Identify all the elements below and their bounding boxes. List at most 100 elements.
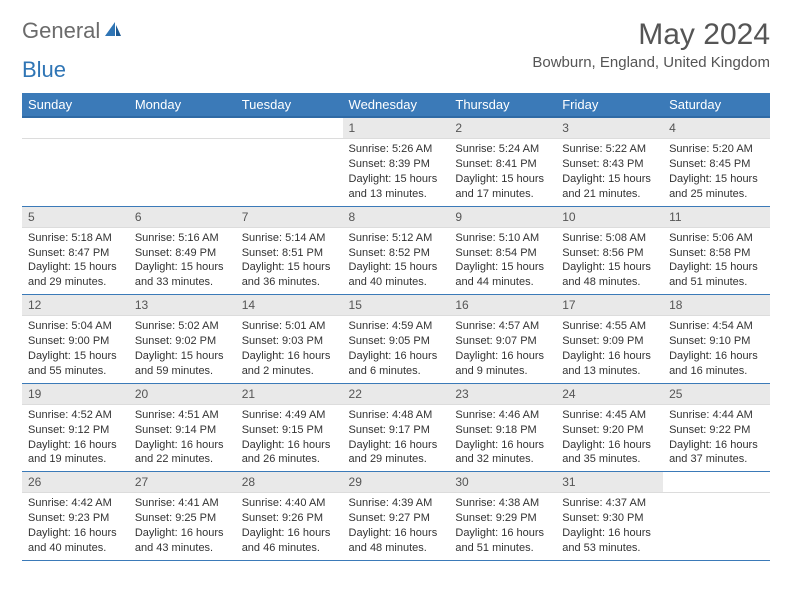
calendar-cell: 18Sunrise: 4:54 AMSunset: 9:10 PMDayligh…: [663, 295, 770, 384]
day-details: Sunrise: 4:52 AMSunset: 9:12 PMDaylight:…: [22, 405, 129, 471]
calendar-cell: 27Sunrise: 4:41 AMSunset: 9:25 PMDayligh…: [129, 472, 236, 561]
calendar-cell: 9Sunrise: 5:10 AMSunset: 8:54 PMDaylight…: [449, 206, 556, 295]
page-title: May 2024: [532, 18, 770, 52]
sunset-label: Sunset: 8:51 PM: [242, 246, 337, 261]
calendar-cell: 8Sunrise: 5:12 AMSunset: 8:52 PMDaylight…: [343, 206, 450, 295]
day-details: Sunrise: 5:26 AMSunset: 8:39 PMDaylight:…: [343, 139, 450, 205]
day-number: 17: [556, 295, 663, 316]
sunset-label: Sunset: 8:45 PM: [669, 157, 764, 172]
weekday-header: Tuesday: [236, 93, 343, 117]
sunset-label: Sunset: 8:58 PM: [669, 246, 764, 261]
daylight-label-1: Daylight: 15 hours: [669, 172, 764, 187]
calendar-row: 19Sunrise: 4:52 AMSunset: 9:12 PMDayligh…: [22, 383, 770, 472]
day-details: Sunrise: 5:08 AMSunset: 8:56 PMDaylight:…: [556, 228, 663, 294]
sunset-label: Sunset: 8:43 PM: [562, 157, 657, 172]
daylight-label-2: and 53 minutes.: [562, 541, 657, 556]
sunset-label: Sunset: 9:02 PM: [135, 334, 230, 349]
calendar-row: 26Sunrise: 4:42 AMSunset: 9:23 PMDayligh…: [22, 472, 770, 561]
daylight-label-1: Daylight: 16 hours: [28, 438, 123, 453]
daylight-label-2: and 36 minutes.: [242, 275, 337, 290]
daylight-label-2: and 26 minutes.: [242, 452, 337, 467]
sunset-label: Sunset: 9:10 PM: [669, 334, 764, 349]
daylight-label-2: and 59 minutes.: [135, 364, 230, 379]
sunrise-label: Sunrise: 5:24 AM: [455, 142, 550, 157]
location-label: Bowburn, England, United Kingdom: [532, 54, 770, 71]
daylight-label-1: Daylight: 16 hours: [455, 526, 550, 541]
daylight-label-1: Daylight: 15 hours: [242, 260, 337, 275]
sunrise-label: Sunrise: 5:06 AM: [669, 231, 764, 246]
calendar-cell: 28Sunrise: 4:40 AMSunset: 9:26 PMDayligh…: [236, 472, 343, 561]
daylight-label-1: Daylight: 16 hours: [562, 349, 657, 364]
day-number: 11: [663, 207, 770, 228]
daylight-label-2: and 46 minutes.: [242, 541, 337, 556]
calendar-cell: 11 Sunrise: 5:06 AMSunset: 8:58 PMDayligh…: [663, 206, 770, 295]
calendar-cell: 20Sunrise: 4:51 AMSunset: 9:14 PMDayligh…: [129, 383, 236, 472]
sunset-label: Sunset: 9:30 PM: [562, 511, 657, 526]
daylight-label-1: Daylight: 16 hours: [562, 526, 657, 541]
calendar-cell: 19Sunrise: 4:52 AMSunset: 9:12 PMDayligh…: [22, 383, 129, 472]
calendar-cell: 2Sunrise: 5:24 AMSunset: 8:41 PMDaylight…: [449, 117, 556, 206]
day-details: Sunrise: 4:46 AMSunset: 9:18 PMDaylight:…: [449, 405, 556, 471]
daylight-label-2: and 9 minutes.: [455, 364, 550, 379]
calendar-cell: 12Sunrise: 5:04 AMSunset: 9:00 PMDayligh…: [22, 295, 129, 384]
sunrise-label: Sunrise: 4:41 AM: [135, 496, 230, 511]
calendar-cell: 3Sunrise: 5:22 AMSunset: 8:43 PMDaylight…: [556, 117, 663, 206]
day-details: Sunrise: 5:24 AMSunset: 8:41 PMDaylight:…: [449, 139, 556, 205]
daylight-label-2: and 13 minutes.: [562, 364, 657, 379]
sunrise-label: Sunrise: 4:39 AM: [349, 496, 444, 511]
daylight-label-2: and 48 minutes.: [349, 541, 444, 556]
brand-logo: General: [22, 18, 125, 44]
sunset-label: Sunset: 9:00 PM: [28, 334, 123, 349]
sunrise-label: Sunrise: 4:52 AM: [28, 408, 123, 423]
sunrise-label: Sunrise: 5:18 AM: [28, 231, 123, 246]
day-number: 21: [236, 384, 343, 405]
day-number: 23: [449, 384, 556, 405]
daylight-label-2: and 51 minutes.: [455, 541, 550, 556]
day-number: 3: [556, 118, 663, 139]
sunset-label: Sunset: 9:27 PM: [349, 511, 444, 526]
day-details: Sunrise: 5:04 AMSunset: 9:00 PMDaylight:…: [22, 316, 129, 382]
weekday-header: Monday: [129, 93, 236, 117]
calendar-cell: 5Sunrise: 5:18 AMSunset: 8:47 PMDaylight…: [22, 206, 129, 295]
sunset-label: Sunset: 9:22 PM: [669, 423, 764, 438]
daylight-label-1: Daylight: 16 hours: [349, 349, 444, 364]
daylight-label-1: Daylight: 16 hours: [455, 438, 550, 453]
daylight-label-1: Daylight: 15 hours: [562, 172, 657, 187]
daylight-label-2: and 21 minutes.: [562, 187, 657, 202]
sunrise-label: Sunrise: 5:20 AM: [669, 142, 764, 157]
sunset-label: Sunset: 9:23 PM: [28, 511, 123, 526]
calendar-cell: 24Sunrise: 4:45 AMSunset: 9:20 PMDayligh…: [556, 383, 663, 472]
daylight-label-2: and 51 minutes.: [669, 275, 764, 290]
weekday-header: Wednesday: [343, 93, 450, 117]
daylight-label-1: Daylight: 16 hours: [28, 526, 123, 541]
sunrise-label: Sunrise: 4:42 AM: [28, 496, 123, 511]
calendar-row: 1Sunrise: 5:26 AMSunset: 8:39 PMDaylight…: [22, 117, 770, 206]
daylight-label-1: Daylight: 16 hours: [349, 438, 444, 453]
daylight-label-2: and 22 minutes.: [135, 452, 230, 467]
day-number: 30: [449, 472, 556, 493]
day-number: 25: [663, 384, 770, 405]
calendar-cell: 17Sunrise: 4:55 AMSunset: 9:09 PMDayligh…: [556, 295, 663, 384]
day-details: Sunrise: 5:10 AMSunset: 8:54 PMDaylight:…: [449, 228, 556, 294]
day-number: 18: [663, 295, 770, 316]
calendar-cell: [663, 472, 770, 561]
calendar-row: 12Sunrise: 5:04 AMSunset: 9:00 PMDayligh…: [22, 295, 770, 384]
sunset-label: Sunset: 9:03 PM: [242, 334, 337, 349]
day-number: 22: [343, 384, 450, 405]
calendar-cell: 13Sunrise: 5:02 AMSunset: 9:02 PMDayligh…: [129, 295, 236, 384]
daylight-label-1: Daylight: 15 hours: [669, 260, 764, 275]
day-details: Sunrise: 4:55 AMSunset: 9:09 PMDaylight:…: [556, 316, 663, 382]
daylight-label-2: and 2 minutes.: [242, 364, 337, 379]
sunrise-label: Sunrise: 5:01 AM: [242, 319, 337, 334]
calendar-cell: 30Sunrise: 4:38 AMSunset: 9:29 PMDayligh…: [449, 472, 556, 561]
sunrise-label: Sunrise: 4:54 AM: [669, 319, 764, 334]
sunrise-label: Sunrise: 4:37 AM: [562, 496, 657, 511]
sunrise-label: Sunrise: 5:16 AM: [135, 231, 230, 246]
day-details: Sunrise: 4:38 AMSunset: 9:29 PMDaylight:…: [449, 493, 556, 559]
sunrise-label: Sunrise: 4:46 AM: [455, 408, 550, 423]
daylight-label-2: and 43 minutes.: [135, 541, 230, 556]
sunrise-label: Sunrise: 4:51 AM: [135, 408, 230, 423]
day-details: Sunrise: 4:40 AMSunset: 9:26 PMDaylight:…: [236, 493, 343, 559]
day-number: 1: [343, 118, 450, 139]
daylight-label-1: Daylight: 16 hours: [242, 526, 337, 541]
